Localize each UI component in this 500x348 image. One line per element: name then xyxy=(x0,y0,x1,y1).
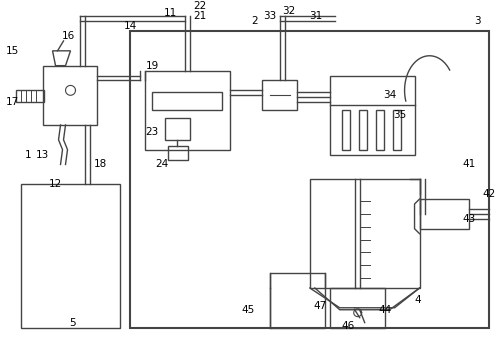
Text: 11: 11 xyxy=(164,8,177,18)
Text: 12: 12 xyxy=(49,179,62,189)
Text: 14: 14 xyxy=(124,21,137,31)
Text: 18: 18 xyxy=(94,159,107,169)
Bar xyxy=(16,90,44,102)
Text: 23: 23 xyxy=(146,127,159,137)
Bar xyxy=(330,76,414,155)
Text: 41: 41 xyxy=(463,159,476,169)
Bar xyxy=(168,146,188,159)
Text: 34: 34 xyxy=(383,90,396,100)
Bar xyxy=(152,92,222,110)
Text: 35: 35 xyxy=(393,110,406,120)
Bar xyxy=(330,288,384,327)
Text: 2: 2 xyxy=(252,16,258,26)
Text: 22: 22 xyxy=(194,1,207,11)
Bar xyxy=(165,118,190,140)
Text: 15: 15 xyxy=(6,46,20,56)
Text: 19: 19 xyxy=(146,61,159,71)
Text: 3: 3 xyxy=(474,16,480,26)
Bar xyxy=(130,31,490,327)
Bar xyxy=(392,110,400,150)
Bar xyxy=(20,184,120,327)
Text: 16: 16 xyxy=(62,31,75,41)
Text: 17: 17 xyxy=(6,97,20,107)
Text: 47: 47 xyxy=(313,301,326,311)
Text: 5: 5 xyxy=(69,318,76,327)
Text: 46: 46 xyxy=(341,321,354,331)
Text: 21: 21 xyxy=(194,11,207,21)
Bar xyxy=(42,66,98,125)
Bar xyxy=(342,110,349,150)
Text: 1: 1 xyxy=(26,150,32,160)
Bar xyxy=(420,199,470,229)
Text: 33: 33 xyxy=(264,11,276,21)
Text: 42: 42 xyxy=(482,189,496,199)
Bar xyxy=(146,71,230,150)
Text: 13: 13 xyxy=(36,150,49,160)
Bar xyxy=(270,273,325,327)
Bar xyxy=(310,179,420,288)
Text: 4: 4 xyxy=(414,295,421,305)
Text: 45: 45 xyxy=(242,305,254,315)
Bar xyxy=(376,110,384,150)
Text: 31: 31 xyxy=(309,11,322,21)
Text: 32: 32 xyxy=(282,6,296,16)
Bar xyxy=(358,110,366,150)
Text: 24: 24 xyxy=(156,159,169,169)
Text: 43: 43 xyxy=(463,214,476,224)
Bar xyxy=(262,80,297,110)
Text: 44: 44 xyxy=(378,305,391,315)
